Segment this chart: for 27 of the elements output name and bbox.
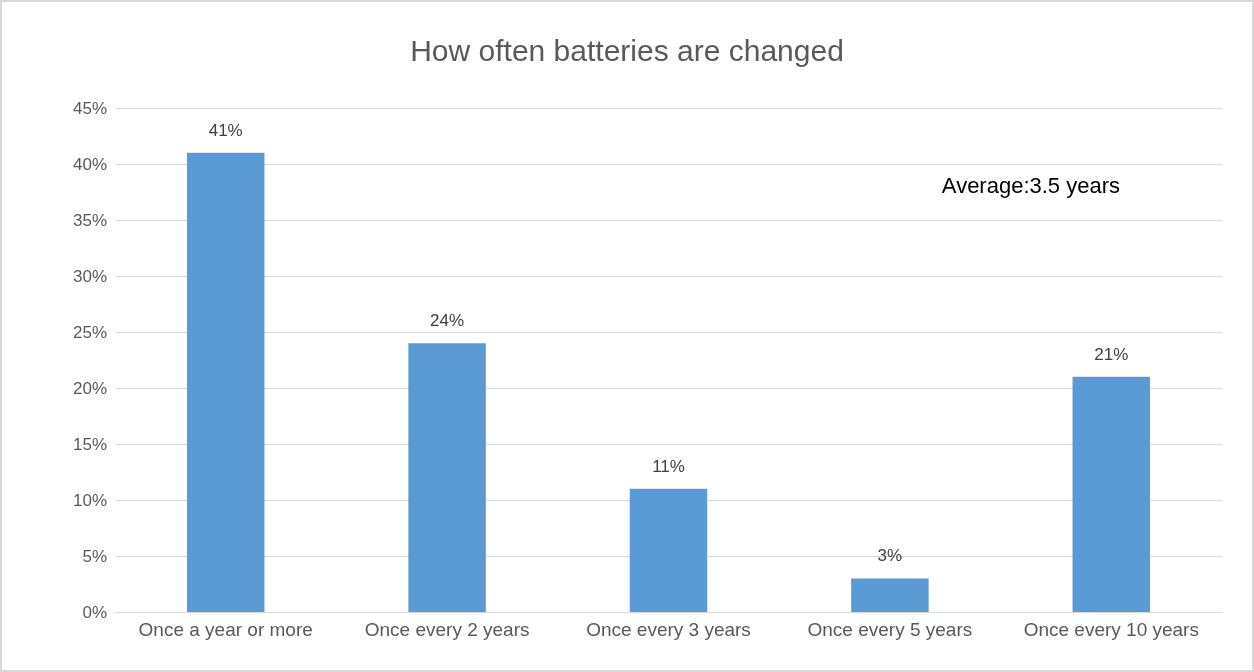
y-tick-label: 20% xyxy=(72,378,107,398)
y-tick-label: 25% xyxy=(72,322,107,342)
bar xyxy=(629,488,708,612)
x-tick-label: Once every 3 years xyxy=(586,619,751,640)
chart-title: How often batteries are changed xyxy=(410,33,844,67)
annotation: Average:3.5 years xyxy=(941,172,1121,198)
data-label: 24% xyxy=(430,311,465,331)
y-tick-label: 40% xyxy=(72,154,107,174)
bar xyxy=(851,578,929,612)
y-tick-label: 45% xyxy=(72,98,107,118)
y-tick-label: 15% xyxy=(72,434,107,454)
bar xyxy=(408,343,486,612)
x-tick-label: Once every 5 years xyxy=(807,619,973,640)
data-label: 11% xyxy=(652,456,685,476)
y-tick-label: 10% xyxy=(72,490,107,510)
x-tick-label: Once a year or more xyxy=(138,619,313,640)
bar xyxy=(1072,376,1151,612)
data-label: 21% xyxy=(1094,344,1129,364)
data-label: 3% xyxy=(877,546,903,566)
y-tick-label: 30% xyxy=(72,266,107,286)
y-tick-label: 5% xyxy=(82,546,107,566)
x-tick-label: Once every 10 years xyxy=(1023,619,1199,640)
y-tick-label: 35% xyxy=(72,210,107,230)
y-tick-label: 0% xyxy=(82,602,107,622)
x-tick-label: Once every 2 years xyxy=(364,619,530,640)
data-label: 41% xyxy=(208,120,243,140)
bar xyxy=(186,152,265,612)
